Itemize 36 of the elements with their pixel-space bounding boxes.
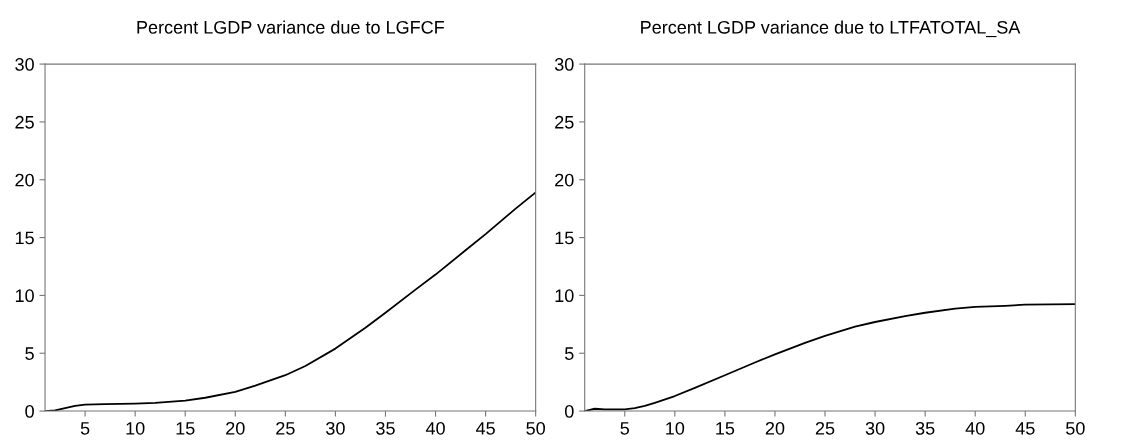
x-tick-label: 50 (526, 421, 545, 435)
y-tick-label: 20 (15, 173, 34, 187)
y-tick-label: 0 (25, 404, 34, 418)
x-tick-label: 30 (865, 421, 885, 435)
x-tick-label: 20 (765, 421, 785, 435)
x-tick-label: 40 (965, 421, 985, 435)
chart-title: Percent LGDP variance due to LTFATOTAL_SA (641, 20, 1021, 38)
y-tick-label: 20 (555, 173, 574, 187)
y-tick-label: 5 (25, 347, 34, 360)
x-tick-label: 15 (176, 422, 195, 435)
y-tick-label: 10 (555, 289, 574, 303)
x-tick-label: 25 (815, 421, 835, 435)
x-tick-label: 10 (666, 421, 685, 435)
y-tick-label: 15 (555, 231, 574, 245)
y-tick-label: 25 (15, 115, 34, 129)
x-tick-label: 40 (425, 421, 445, 435)
y-tick-label: 30 (15, 58, 34, 71)
x-tick-label: 35 (376, 421, 395, 435)
x-tick-label: 45 (475, 422, 495, 435)
x-tick-label: 5 (620, 422, 630, 435)
x-tick-label: 35 (915, 421, 935, 435)
y-tick-label: 5 (564, 347, 574, 360)
y-tick-label: 15 (15, 231, 34, 245)
x-tick-label: 30 (326, 421, 345, 435)
x-tick-label: 45 (1015, 422, 1035, 435)
x-tick-label: 5 (80, 422, 90, 435)
y-tick-label: 25 (555, 115, 574, 129)
y-tick-label: 0 (564, 404, 574, 418)
chart-title: Percent LGDP variance due to LGFCF (137, 20, 445, 34)
y-tick-label: 30 (554, 58, 574, 71)
x-tick-label: 15 (716, 422, 735, 435)
y-tick-label: 10 (15, 289, 34, 303)
x-tick-label: 10 (126, 421, 145, 435)
x-tick-label: 50 (1066, 421, 1085, 435)
x-tick-label: 25 (276, 421, 295, 435)
x-tick-label: 20 (226, 421, 245, 435)
